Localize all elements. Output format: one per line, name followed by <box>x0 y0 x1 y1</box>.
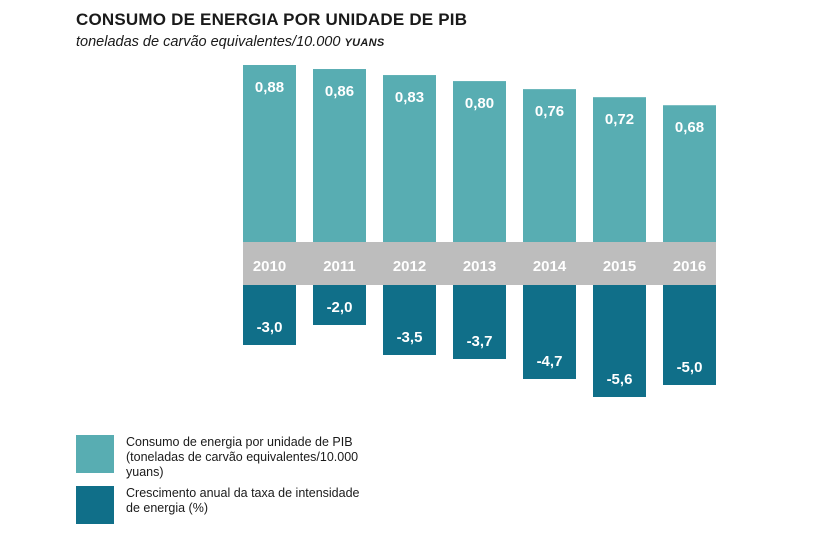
year-label-2014: 2014 <box>533 258 567 275</box>
year-label-2010: 2010 <box>253 258 286 275</box>
growth-bar-2016 <box>663 285 716 385</box>
growth-label-2014: -4,7 <box>537 353 563 370</box>
subtitle-text: toneladas de carvão equivalentes/10.000 <box>76 34 345 50</box>
growth-label-2013: -3,7 <box>467 333 493 350</box>
legend-item-growth: Crescimento anual da taxa de intensidade… <box>76 486 396 526</box>
consumption-label-2011: 0,86 <box>325 83 354 100</box>
consumption-bar-2011 <box>313 69 366 242</box>
year-band <box>243 242 716 285</box>
year-label-2011: 2011 <box>323 258 356 275</box>
growth-bar-2010 <box>243 285 296 345</box>
legend-swatch-consumption <box>76 435 114 473</box>
consumption-bar-2010 <box>243 65 296 242</box>
chart-title: CONSUMO DE ENERGIA POR UNIDADE DE PIB <box>76 10 468 29</box>
consumption-value-labels: 0,88 0,86 0,83 0,80 0,76 0,72 0,68 <box>255 79 704 136</box>
consumption-label-2015: 0,72 <box>605 111 634 128</box>
subtitle-unit: YUANS <box>344 37 385 49</box>
chart-subtitle: toneladas de carvão equivalentes/10.000 … <box>76 34 384 50</box>
growth-label-2015: -5,6 <box>607 371 633 388</box>
year-label-2013: 2013 <box>463 258 496 275</box>
growth-label-2016: -5,0 <box>677 359 703 376</box>
year-label-2012: 2012 <box>393 258 426 275</box>
growth-bar-2011 <box>313 285 366 325</box>
growth-label-2010: -3,0 <box>257 319 283 336</box>
consumption-bar-2013 <box>453 81 506 242</box>
growth-label-2012: -3,5 <box>397 329 423 346</box>
growth-bar-2012 <box>383 285 436 355</box>
growth-value-labels: -3,0 -2,0 -3,5 -3,7 -4,7 -5,6 -5,0 <box>257 299 703 388</box>
year-label-2015: 2015 <box>603 258 636 275</box>
growth-label-2011: -2,0 <box>327 299 353 316</box>
consumption-label-2016: 0,68 <box>675 119 704 136</box>
consumption-label-2010: 0,88 <box>255 79 284 96</box>
consumption-bar-2012 <box>383 75 436 242</box>
consumption-bar-2016 <box>663 105 716 243</box>
growth-bar-2014 <box>523 285 576 379</box>
consumption-label-2013: 0,80 <box>465 95 494 112</box>
consumption-label-2014: 0,76 <box>535 103 564 120</box>
growth-bar-2013 <box>453 285 506 359</box>
consumption-label-2012: 0,83 <box>395 89 424 106</box>
year-labels: 2010 2011 2012 2013 2014 2015 2016 <box>253 258 706 275</box>
growth-bars <box>243 285 716 397</box>
growth-bar-2015 <box>593 285 646 397</box>
legend-swatch-growth <box>76 486 114 524</box>
legend-label-consumption: Consumo de energia por unidade de PIB (t… <box>126 435 359 479</box>
consumption-bar-2015 <box>593 97 646 242</box>
year-label-2016: 2016 <box>673 258 706 275</box>
legend-item-consumption: Consumo de energia por unidade de PIB (t… <box>76 435 396 479</box>
consumption-bars <box>243 65 716 243</box>
legend-label-growth: Crescimento anual da taxa de intensidade… <box>126 486 360 515</box>
consumption-bar-2014 <box>523 89 576 243</box>
